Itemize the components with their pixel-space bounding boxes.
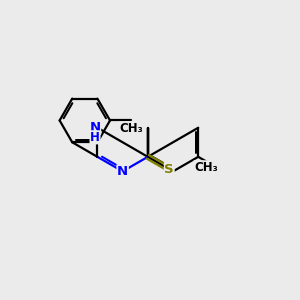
Text: N: N [117,165,128,178]
Text: CH₃: CH₃ [194,161,218,174]
Text: H: H [90,131,100,144]
Text: N: N [89,121,100,134]
Text: CH₃: CH₃ [119,122,143,135]
Text: S: S [164,163,174,176]
